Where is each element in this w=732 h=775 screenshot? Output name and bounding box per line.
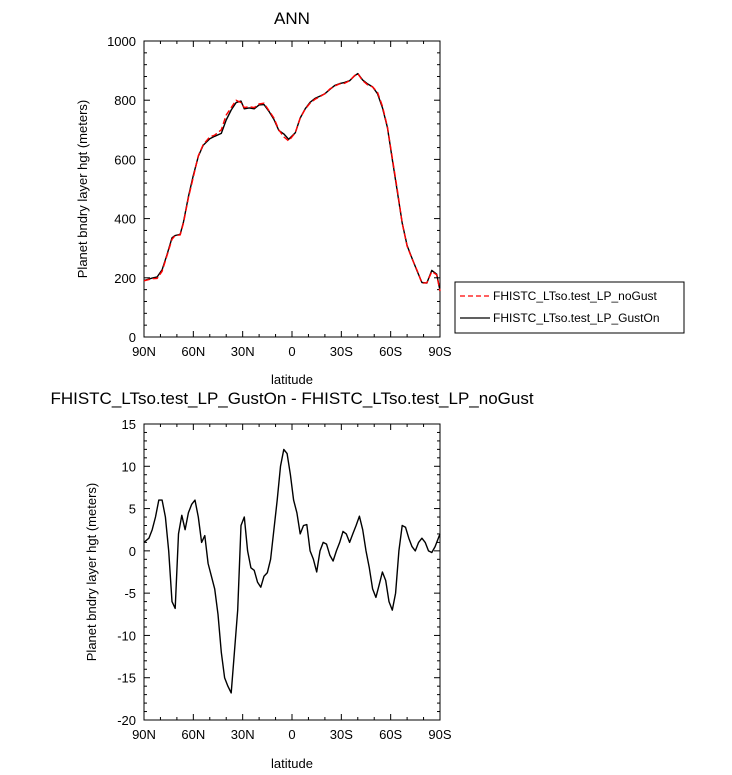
y-tick-label: 5 [129,502,136,517]
y-tick-label: 10 [122,459,136,474]
legend-label-nogust: FHISTC_LTso.test_LP_noGust [493,289,658,303]
x-tick-label: 30S [330,344,353,359]
x-tick-label: 90S [428,344,451,359]
x-tick-label: 90N [132,727,156,742]
x-tick-label: 90N [132,344,156,359]
plot-frame [143,40,441,338]
y-tick-label: 0 [129,544,136,559]
y-tick-label: -20 [117,713,136,728]
bottom-x-axis-label: latitude [271,756,313,771]
series-line-nogust [143,72,441,292]
y-tick-label: 600 [114,152,136,167]
legend-box [454,281,685,334]
y-tick-label: 800 [114,93,136,108]
top-x-axis-label: latitude [271,372,313,387]
legend-label-guston: FHISTC_LTso.test_LP_GustOn [493,311,660,325]
x-tick-label: 0 [288,344,295,359]
top-chart-title: ANN [274,9,310,28]
y-tick-label: 15 [122,417,136,432]
plot-frame [143,423,441,721]
series-line-difference [143,448,441,694]
bottom-y-axis-ticks: -20 -15 -10 -5 0 5 10 15 [117,417,440,728]
top-y-axis-ticks: 0 200 400 600 800 1000 [107,34,440,345]
bottom-chart-title: FHISTC_LTso.test_LP_GustOn - FHISTC_LTso… [50,389,533,408]
bottom-y-axis-label: Planet bndry layer hgt (meters) [84,483,99,661]
y-tick-label: 1000 [107,34,136,49]
x-tick-label: 0 [288,727,295,742]
top-x-axis-ticks: 90N 60N 30N 0 30S 60S 90S [132,41,452,359]
x-tick-label: 60N [181,727,205,742]
x-tick-label: 60N [181,344,205,359]
top-panel: ANN 90N 60N 30N 0 30S 60S 90S 0 200 400 600 800 100… [75,9,685,387]
bottom-panel: FHISTC_LTso.test_LP_GustOn - FHISTC_LTso… [50,389,533,771]
y-tick-label: -10 [117,628,136,643]
bottom-series-lines [143,448,441,694]
bottom-x-axis-ticks: 90N 60N 30N 0 30S 60S 90S [132,424,452,742]
x-tick-label: 60S [379,344,402,359]
y-tick-label: -15 [117,671,136,686]
x-tick-label: 30S [330,727,353,742]
legend: FHISTC_LTso.test_LP_noGust FHISTC_LTso.t… [454,281,685,334]
y-tick-label: -5 [124,586,136,601]
x-tick-label: 30N [231,727,255,742]
x-tick-label: 30N [231,344,255,359]
x-tick-label: 90S [428,727,451,742]
y-tick-label: 0 [129,330,136,345]
x-tick-label: 60S [379,727,402,742]
y-tick-label: 200 [114,271,136,286]
top-series-lines [143,72,441,292]
y-tick-label: 400 [114,212,136,227]
top-y-axis-label: Planet bndry layer hgt (meters) [75,100,90,278]
